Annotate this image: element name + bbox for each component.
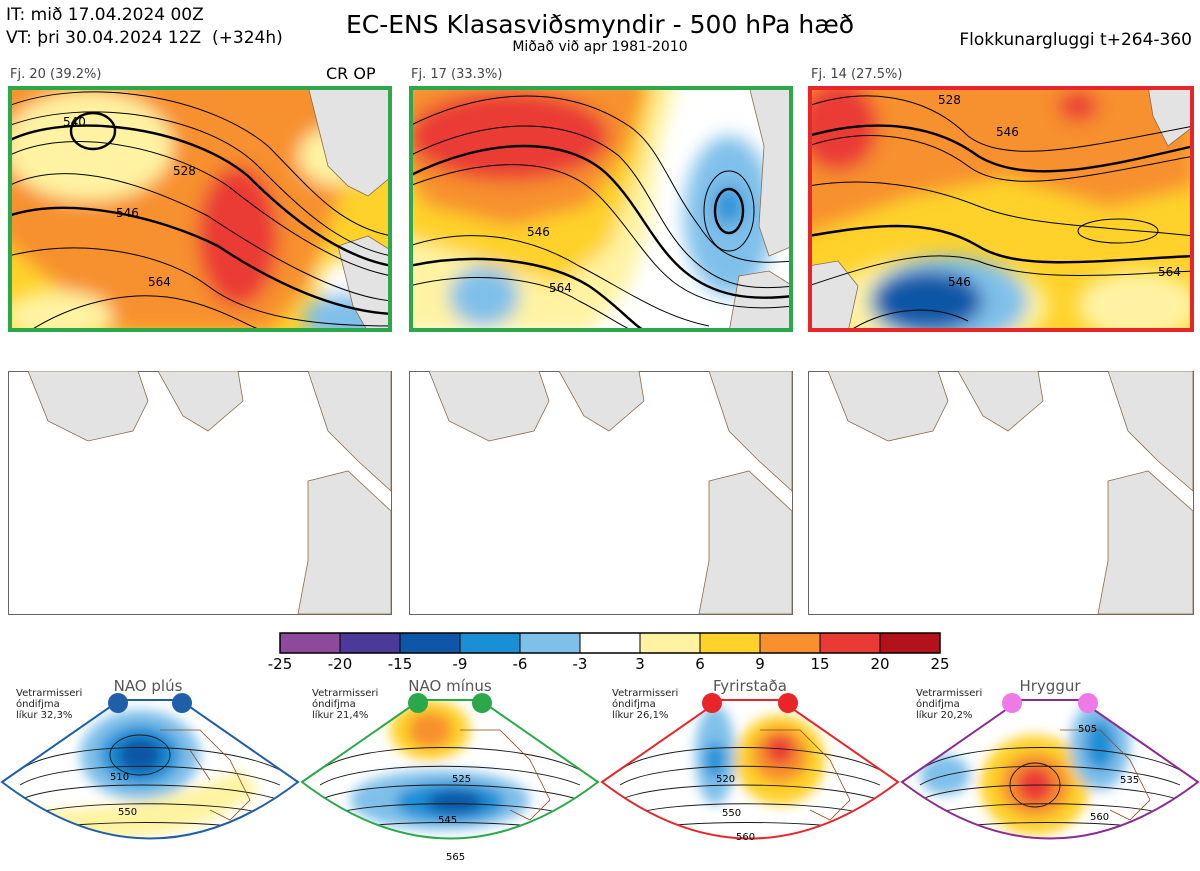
regime-note-3: Vetrarmisseri óndifjma líkur 26,1% [612, 688, 679, 721]
colorbar-swatch [820, 633, 880, 653]
contour-label: 546 [948, 275, 971, 289]
colorbar-swatch [880, 633, 940, 653]
colorbar-swatch [280, 633, 340, 653]
regime-dot [1002, 693, 1022, 713]
colorbar-tick: -3 [572, 655, 588, 673]
colorbar-swatch [340, 633, 400, 653]
regime-title-nao-plus: NAO plús [113, 677, 183, 695]
regime-map-nao-plus [2, 700, 298, 839]
regime-contour-label: 520 [716, 774, 735, 785]
contour-label: 528 [938, 93, 961, 107]
regime-dot [778, 693, 798, 713]
empty-map-3 [808, 371, 1194, 615]
colorbar-swatch [700, 633, 760, 653]
colorbar-tick: 15 [810, 655, 830, 673]
regime-dot [172, 693, 192, 713]
contour-label: 564 [549, 281, 572, 295]
cluster-3-border [808, 86, 1194, 332]
colorbar-tick: 9 [755, 655, 765, 673]
empty-map-2 [409, 371, 793, 615]
regime-maps: 510 550 525 545 565 [0, 693, 1200, 863]
contour-label: 546 [996, 125, 1019, 139]
colorbar-swatch [580, 633, 640, 653]
cluster-1-map: 528 546 564 540 [8, 86, 392, 332]
colorbar-swatch [400, 633, 460, 653]
regime-dot [702, 693, 722, 713]
regime-dot [108, 693, 128, 713]
regime-note-1: Vetrarmisseri óndifjma líkur 32,3% [16, 688, 83, 721]
regime-contour-label: 560 [736, 832, 755, 843]
contour-label: 564 [1158, 265, 1181, 279]
cluster-3-map: 546 564 528 546 [808, 86, 1194, 332]
contour-label: 564 [148, 275, 171, 289]
regime-map-nao-minus [302, 700, 598, 839]
colorbar-swatch [760, 633, 820, 653]
colorbar-tick: 20 [870, 655, 890, 673]
contour-label: 546 [527, 225, 550, 239]
regime-contour-label: 550 [722, 808, 741, 819]
colorbar [279, 632, 941, 654]
regime-map-ridge [902, 700, 1198, 839]
regime-note-4: Vetrarmisseri óndifjma líkur 20,2% [916, 688, 983, 721]
regime-dot [472, 693, 492, 713]
cluster-2-border [409, 86, 793, 332]
colorbar-tick: 25 [930, 655, 950, 673]
regime-contour-label: 560 [1090, 812, 1109, 823]
page-title: EC-ENS Klasasviðsmyndir - 500 hPa hæð [345, 10, 855, 39]
regime-contour-label: 505 [1078, 724, 1097, 735]
regime-title-ridge: Hryggur [1019, 677, 1081, 695]
regime-contour-label: 510 [110, 772, 129, 783]
regime-dot [1078, 693, 1098, 713]
regime-contour-label: 550 [118, 807, 137, 818]
empty-map-1 [8, 371, 392, 615]
cluster-1-tag: CR OP [326, 64, 376, 83]
cluster-2-label: Fj. 17 (33.3%) [411, 67, 503, 82]
colorbar-tick: -9 [452, 655, 468, 673]
contour-label: 528 [173, 164, 196, 178]
cluster-3-label: Fj. 14 (27.5%) [811, 67, 903, 82]
regime-title-blocking: Fyrirstaða [713, 677, 787, 695]
regime-contour-label: 545 [438, 815, 457, 826]
cluster-1-border [8, 86, 392, 332]
valid-time: VT: þri 30.04.2024 12Z (+324h) [6, 28, 283, 48]
page-subtitle: Miðað við apr 1981-2010 [512, 39, 688, 55]
regime-contour-label: 525 [452, 774, 471, 785]
contour-label: 546 [116, 206, 139, 220]
regime-contour-label: 565 [446, 852, 465, 863]
colorbar-swatch [520, 633, 580, 653]
colorbar-tick: -25 [267, 655, 293, 673]
colorbar-tick: 6 [695, 655, 705, 673]
contour-label: 540 [63, 115, 86, 129]
colorbar-swatch [460, 633, 520, 653]
colorbar-tick: 3 [635, 655, 645, 673]
cluster-1-label: Fj. 20 (39.2%) [10, 67, 102, 82]
regime-contour-label: 535 [1120, 775, 1139, 786]
classification-window: Flokkunargluggi t+264-360 [959, 30, 1192, 50]
regime-map-blocking [602, 700, 898, 839]
colorbar-swatch [640, 633, 700, 653]
regime-note-2: Vetrarmisseri óndifjma líkur 21,4% [312, 688, 379, 721]
init-time: IT: mið 17.04.2024 00Z [6, 5, 204, 25]
colorbar-tick: -15 [387, 655, 413, 673]
colorbar-tick: -20 [327, 655, 353, 673]
regime-dot [408, 693, 428, 713]
colorbar-tick: -6 [512, 655, 528, 673]
cluster-2-map: 546 564 [409, 86, 793, 332]
regime-title-nao-minus: NAO mínus [408, 677, 492, 695]
